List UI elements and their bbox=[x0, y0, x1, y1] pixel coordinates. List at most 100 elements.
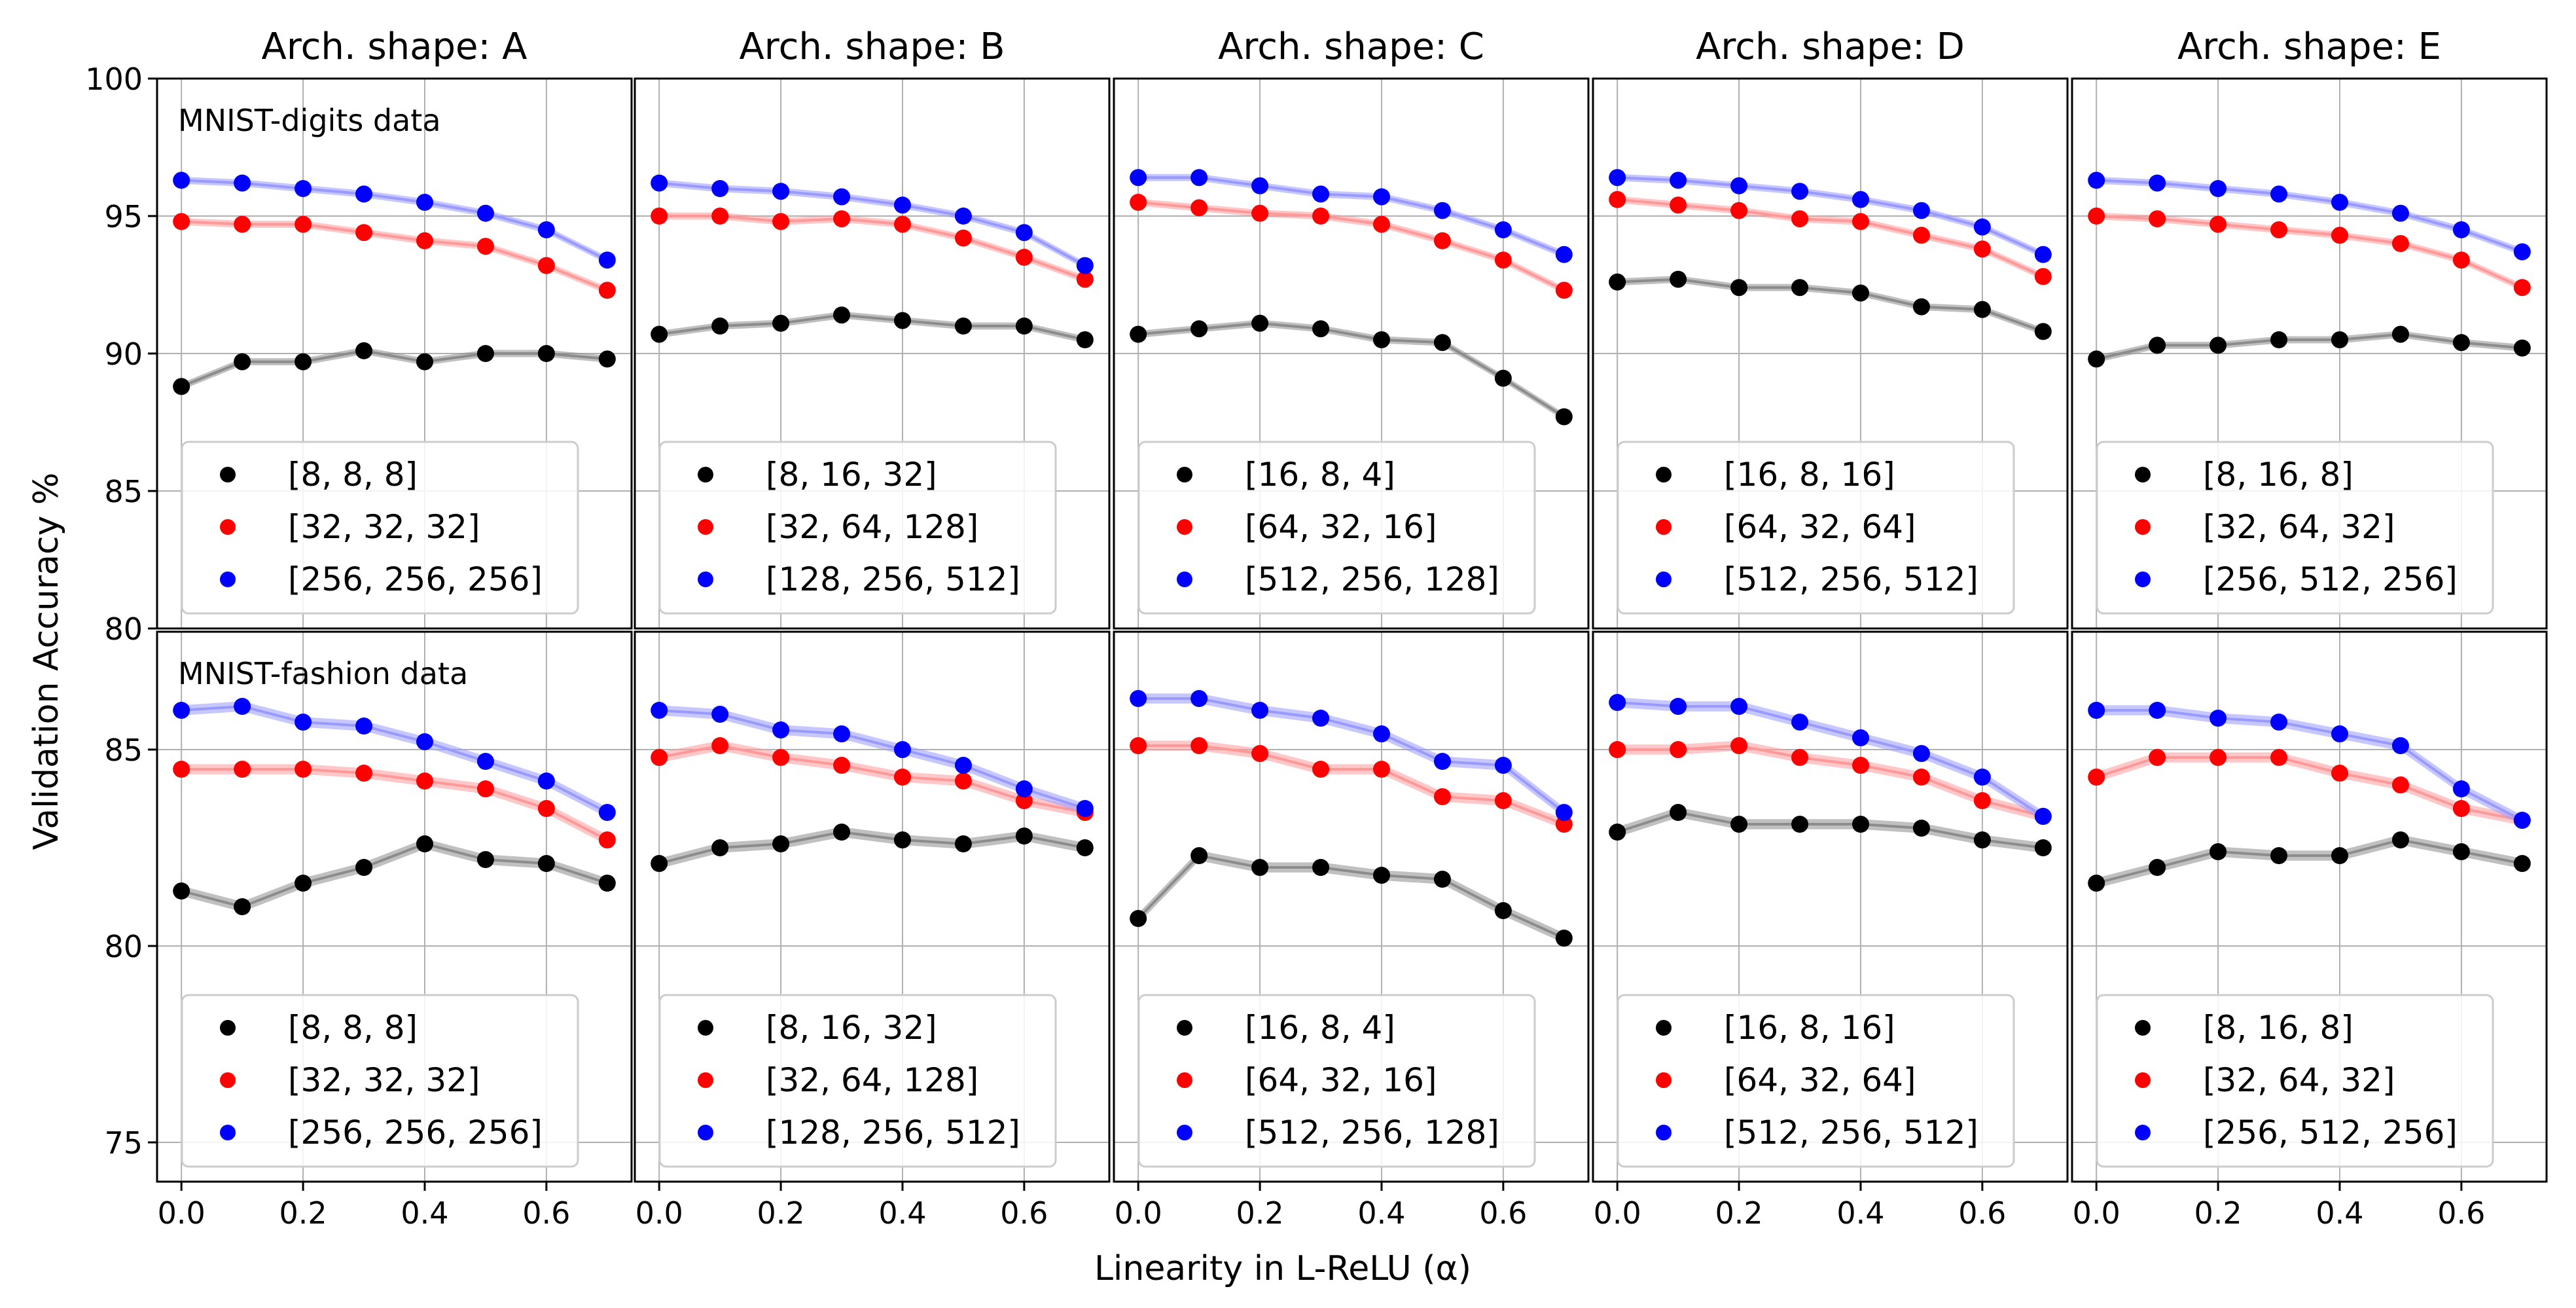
x-tick-label: 0.6 bbox=[1479, 1195, 1527, 1231]
panel-e-row-0: Arch. shape: E [8, 16, 8] [32, 64, 32] [256… bbox=[2071, 26, 2548, 630]
data-point bbox=[1609, 824, 1626, 841]
confidence-band bbox=[2096, 331, 2522, 363]
data-point bbox=[2209, 749, 2227, 766]
x-tick-label: 0.2 bbox=[1236, 1195, 1283, 1231]
data-point bbox=[2149, 702, 2166, 719]
dataset-label: MNIST-digits data bbox=[178, 103, 441, 138]
data-point bbox=[1190, 320, 1208, 338]
confidence-band bbox=[1138, 740, 1564, 829]
data-point bbox=[893, 215, 911, 233]
data-point bbox=[1433, 753, 1451, 770]
data-point bbox=[1670, 698, 1687, 715]
data-point bbox=[2513, 279, 2531, 297]
data-point bbox=[1973, 240, 1991, 258]
series-line bbox=[181, 349, 608, 388]
x-tick-label: 0.6 bbox=[522, 1195, 570, 1231]
legend-label: [32, 64, 128] bbox=[766, 1061, 978, 1099]
legend-label: [16, 8, 4] bbox=[1245, 456, 1395, 494]
x-tick-label: 0.4 bbox=[878, 1195, 926, 1231]
data-point bbox=[416, 835, 433, 852]
data-point bbox=[476, 238, 494, 255]
data-point bbox=[1730, 177, 1748, 194]
data-point bbox=[2391, 325, 2409, 343]
series-line bbox=[1138, 176, 1565, 256]
data-point bbox=[1494, 757, 1512, 774]
data-point bbox=[1312, 185, 1330, 203]
data-point bbox=[1670, 172, 1687, 189]
data-point bbox=[476, 780, 494, 797]
data-point bbox=[1015, 792, 1033, 809]
data-point bbox=[2034, 808, 2052, 825]
data-point bbox=[537, 772, 555, 790]
data-point bbox=[1015, 249, 1033, 266]
data-point bbox=[355, 224, 373, 242]
data-point bbox=[1190, 169, 1208, 187]
data-point bbox=[772, 721, 790, 738]
data-point bbox=[2149, 336, 2166, 354]
data-point bbox=[2452, 251, 2470, 269]
data-point bbox=[2513, 855, 2531, 872]
data-point bbox=[2209, 710, 2227, 727]
data-point bbox=[1555, 804, 1573, 821]
data-point bbox=[772, 314, 790, 332]
data-point bbox=[1791, 816, 1809, 833]
data-point bbox=[1609, 741, 1626, 758]
column-title: Arch. shape: B bbox=[739, 26, 1005, 68]
data-point bbox=[1015, 780, 1033, 797]
legend-label: [8, 8, 8] bbox=[288, 456, 418, 494]
data-point bbox=[1372, 761, 1390, 778]
data-point bbox=[833, 757, 851, 774]
data-point bbox=[173, 213, 190, 230]
legend-label: [32, 64, 128] bbox=[766, 508, 978, 546]
data-point bbox=[2088, 769, 2105, 786]
data-point bbox=[1791, 210, 1809, 228]
data-point bbox=[893, 831, 911, 848]
legend-marker bbox=[698, 467, 713, 482]
legend-label: [16, 8, 4] bbox=[1245, 1009, 1395, 1047]
data-point bbox=[537, 855, 555, 872]
data-point bbox=[711, 318, 729, 335]
legend-marker bbox=[220, 1072, 236, 1088]
legend-label: [64, 32, 16] bbox=[1245, 508, 1437, 546]
data-point bbox=[711, 839, 729, 856]
data-point bbox=[2391, 776, 2409, 793]
data-point bbox=[2149, 749, 2166, 766]
data-point bbox=[1130, 325, 1147, 343]
data-point bbox=[295, 714, 312, 731]
data-point bbox=[1251, 859, 1269, 876]
legend-box bbox=[1617, 441, 2015, 615]
data-point bbox=[772, 213, 790, 230]
data-point bbox=[1555, 816, 1573, 833]
data-point bbox=[1312, 761, 1330, 778]
data-point bbox=[355, 718, 373, 735]
panel-a-row-1: 75 80 85 0.0 0.2 0.4 0.6 MNIST-fashion data [8, … bbox=[104, 630, 633, 1231]
data-point bbox=[1851, 213, 1869, 230]
legend-marker bbox=[698, 572, 713, 587]
legend-label: [512, 256, 128] bbox=[1245, 560, 1499, 598]
legend-marker bbox=[220, 1125, 236, 1140]
data-point bbox=[537, 345, 555, 362]
legend-label: [256, 256, 256] bbox=[288, 560, 543, 598]
data-point bbox=[1912, 298, 1930, 316]
data-point bbox=[1130, 737, 1147, 754]
data-point bbox=[234, 215, 251, 233]
data-point bbox=[651, 702, 668, 719]
data-point bbox=[2209, 336, 2227, 354]
data-point bbox=[954, 229, 972, 247]
panel-frame bbox=[2071, 77, 2548, 630]
legend-box bbox=[2096, 441, 2494, 615]
series-line bbox=[658, 830, 1086, 865]
legend-marker bbox=[2135, 572, 2151, 587]
data-point bbox=[833, 210, 851, 228]
data-point bbox=[1730, 816, 1748, 833]
panel-d-row-1: 0.0 0.2 0.4 0.6 [16, 8, 16] [64, 32, 64] [512,… bbox=[1592, 630, 2069, 1231]
legend-label: [32, 64, 32] bbox=[2203, 508, 2395, 546]
legend-box bbox=[181, 994, 579, 1168]
panel-c-row-1: 0.0 0.2 0.4 0.6 [16, 8, 4] [64, 32, 16] [512, … bbox=[1113, 630, 1590, 1231]
data-point bbox=[355, 859, 373, 876]
data-point bbox=[2452, 221, 2470, 238]
data-point bbox=[2270, 221, 2288, 238]
legend-label: [8, 16, 8] bbox=[2203, 456, 2353, 494]
legend-marker bbox=[698, 1125, 713, 1140]
x-tick-label: 0.2 bbox=[757, 1195, 804, 1231]
